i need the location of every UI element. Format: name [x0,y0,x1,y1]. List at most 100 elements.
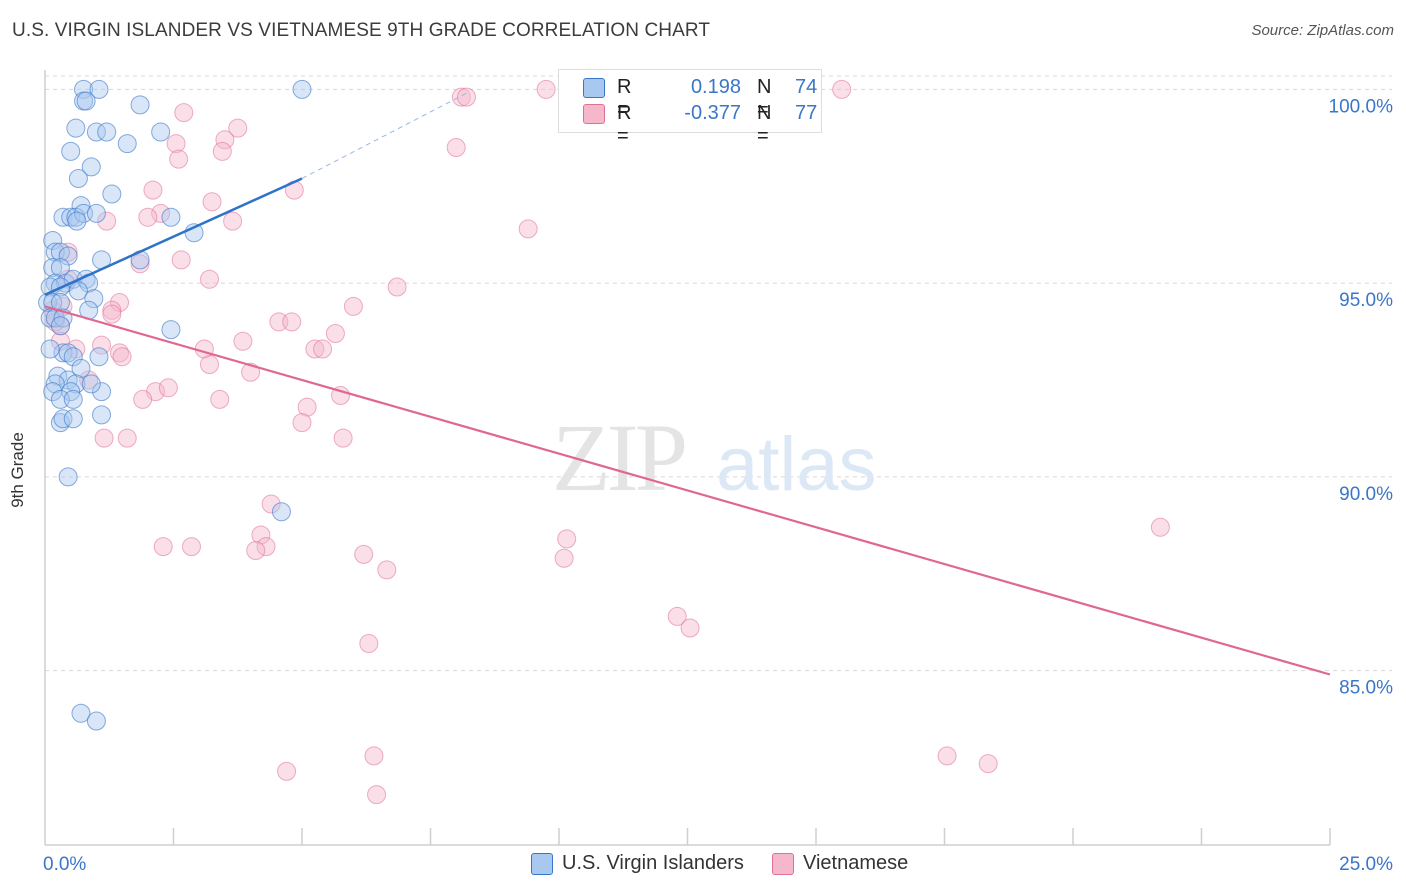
vietnamese-point [277,761,297,781]
vietnamese-point [557,529,577,549]
usvi-point [43,258,63,278]
vietnamese-point [97,211,117,231]
usvi-point [63,347,83,367]
vietnamese-point [215,130,235,150]
usvi-point [86,122,106,142]
vietnamese-point [110,293,130,312]
vietnamese-point [199,269,219,289]
usvi-point [74,79,94,99]
usvi-point [58,246,78,266]
vietnamese-point [92,335,112,355]
vietnamese-point [354,544,374,564]
vietnamese-point [143,180,163,200]
vietnamese-point [305,339,325,359]
usvi-point [117,134,137,154]
usvi-point [71,703,91,723]
legend-r-label: R = [617,102,632,147]
vietnamese-point [297,397,317,417]
vietnamese-point [359,634,379,653]
usvi-point [61,141,81,161]
vietnamese-point [158,378,178,398]
trend-lines [44,92,1331,676]
usvi-point [67,211,87,231]
vietnamese-point [518,219,538,239]
vietnamese-point [313,339,333,359]
vietnamese-point [228,118,248,138]
usvi-point [53,343,73,363]
vietnamese-point [292,413,312,433]
tick-labels: 85.0% 90.0% 95.0% 100.0% 0.0% 25.0% [43,96,1393,875]
vietnamese-point [554,548,574,568]
usvi-point [71,358,91,378]
legend-swatch-vietnamese [583,104,605,124]
vietnamese-point [233,331,253,351]
watermark: ZIP atlas [552,404,877,511]
vietnamese-point [210,389,230,409]
usvi-point [43,231,63,250]
vietnamese-point [174,103,194,123]
vietnamese-point [102,304,122,324]
vietnamese-point [1150,517,1170,537]
vietnamese-point [451,87,471,107]
chart-title: U.S. VIRGIN ISLANDER VS VIETNAMESE 9TH G… [12,20,711,41]
usvi-point [97,122,117,142]
vietnamese-point [50,331,70,351]
usvi-point [89,347,109,367]
vietnamese-point [133,389,153,409]
vietnamese-point [138,207,158,227]
usvi-point [58,343,78,363]
usvi-point [92,405,112,425]
legend-r-value-usvi: 0.198 [690,76,741,98]
bottom-legend-swatch-usvi [531,853,553,875]
usvi-point [292,79,312,99]
vietnamese-point [325,324,345,343]
usvi-point [66,118,86,138]
x-tick-label: 25.0% [1339,854,1393,875]
vietnamese-point [153,537,173,557]
usvi-point [89,79,109,99]
vietnamese-point [832,79,852,99]
usvi-point [102,184,122,204]
usvi-point [68,169,88,188]
usvi-point [81,374,101,394]
watermark-atlas: atlas [716,422,877,507]
correlation-legend: R = 0.198 N = 74 R = -0.377 N = 77 [558,69,822,147]
vietnamese-point [166,134,186,154]
usvi-point [130,95,150,115]
vietnamese-point [536,79,556,99]
vietnamese-point [331,386,351,405]
legend-n-label: N = [757,76,772,121]
vietnamese-point [387,277,407,297]
legend-n-value-usvi: 74 [795,76,818,98]
usvi-point [161,207,181,227]
y-tick-label: 100.0% [1329,96,1394,117]
legend-n-value-vietnamese: 77 [795,102,818,124]
vietnamese-point [241,362,261,382]
vietnamese-point [343,296,363,316]
axes [44,70,1331,846]
usvi-trend-extension [301,92,467,179]
usvi-point [48,366,68,386]
usvi-point [50,258,70,278]
y-axis-title: 9th Grade [8,432,27,508]
usvi-point [76,91,96,111]
legend-r-value-vietnamese: -0.377 [684,102,741,124]
y-tick-label: 90.0% [1339,484,1393,505]
usvi-point [40,339,60,359]
vietnamese-point [446,138,466,157]
usvi-trend-line [44,177,303,296]
vietnamese-point [333,428,353,448]
vietnamese-point [117,428,137,448]
vietnamese-point [978,754,998,774]
vietnamese-point [282,312,302,332]
usvi-point [53,409,73,429]
vietnamese-point [680,618,700,638]
vietnamese-point [94,428,114,448]
bottom-legend-swatch-vietnamese [772,853,794,875]
vietnamese-point [102,300,122,320]
vietnamese-point [377,560,397,580]
vietnamese-point [667,606,687,626]
legend-swatch-usvi [583,78,605,98]
vietnamese-point [456,87,476,107]
